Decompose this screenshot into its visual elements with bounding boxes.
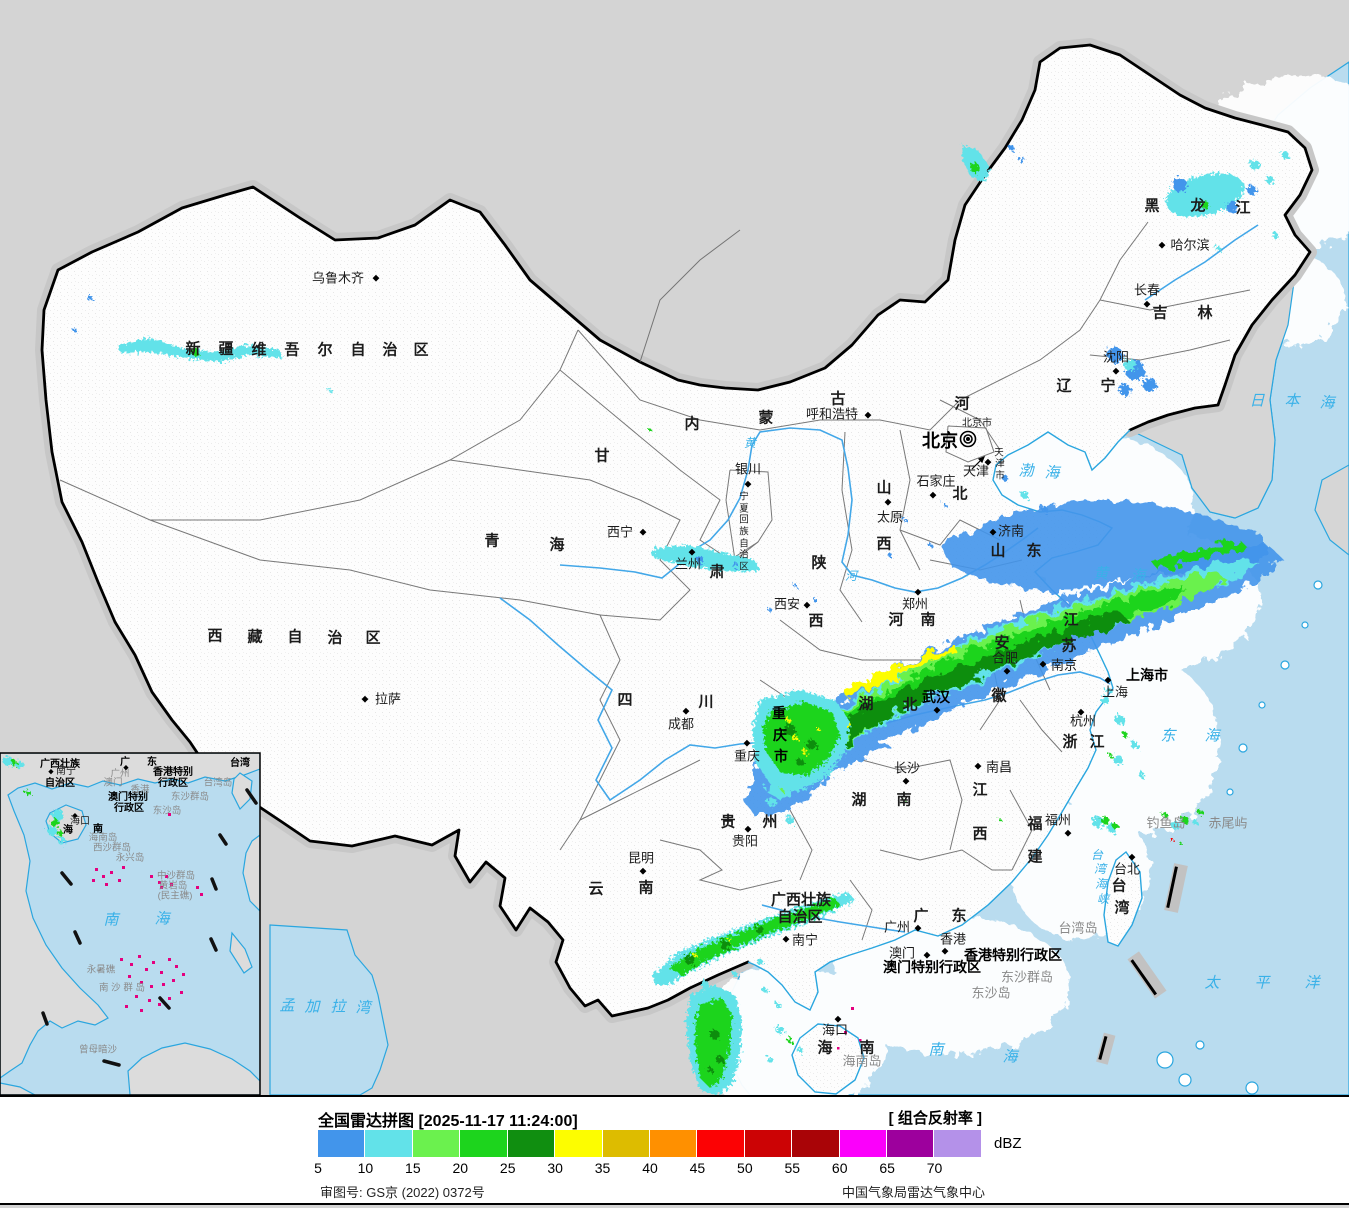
dbz-tick-label: 70 [926, 1160, 943, 1176]
dbz-color-swatch [460, 1130, 507, 1157]
japan-landmass [1314, 464, 1349, 556]
ryukyu-islands [1156, 580, 1323, 1095]
dbz-tick-label: 50 [737, 1160, 753, 1176]
dbz-tick-label: 40 [642, 1160, 658, 1176]
product-label: [ 组合反射率 ] [888, 1110, 982, 1127]
dbz-color-swatch [792, 1130, 839, 1157]
dbz-tick-label: 45 [689, 1160, 706, 1176]
dbz-unit-label: dBZ [994, 1135, 1022, 1152]
inset-reef-marks [92, 813, 203, 1012]
map-canvas [0, 38, 1349, 1095]
beijing-capital-icon [959, 430, 977, 448]
dbz-color-swatch [602, 1130, 649, 1157]
china-coastline [747, 429, 1131, 1011]
radar-echoes [73, 145, 1289, 1095]
china-landmass [42, 45, 1312, 1016]
south-china-sea-inset [0, 752, 261, 1095]
nine-dash-line [1096, 863, 1188, 1065]
dbz-color-swatch [365, 1130, 412, 1157]
dbz-color-swatch [887, 1130, 934, 1157]
national-border [40, 43, 1314, 1018]
dbz-tick-label: 35 [594, 1160, 611, 1176]
hainan-island [791, 1023, 865, 1095]
dbz-tick-label: 65 [879, 1160, 895, 1176]
dbz-tick-label: 10 [357, 1160, 374, 1176]
inset-nine-dash [41, 788, 258, 1067]
dbz-tick-label: 5 [314, 1160, 322, 1176]
dbz-color-swatch [839, 1130, 887, 1157]
dbz-color-swatch [649, 1130, 697, 1157]
tianjin-pointer-arrow [971, 455, 986, 470]
dbz-color-swatch [412, 1130, 460, 1157]
legend-panel: 全国雷达拼图 [2025-11-17 11:24:00] [ 组合反射率 ] 5… [0, 1095, 1349, 1205]
dbz-tick-label: 60 [831, 1160, 848, 1176]
agency-credit: 中国气象局雷达气象中心 [841, 1185, 985, 1200]
inset-border [0, 752, 261, 1095]
dbz-tick-label: 25 [499, 1160, 516, 1176]
dbz-color-swatch [507, 1130, 555, 1157]
dbz-tick-label: 55 [784, 1160, 801, 1176]
dbz-ticks: 5 10 15 20 25 30 35 40 45 50 55 60 65 70 [314, 1160, 1018, 1176]
sea-bengal [269, 924, 389, 1095]
map-approval-number: 审图号: GS京 (2022) 0372号 [320, 1185, 485, 1200]
dbz-colorbar [318, 1130, 982, 1157]
dbz-color-swatch [934, 1130, 981, 1157]
dbz-tick-label: 30 [547, 1160, 563, 1176]
reef-marks-main [837, 1007, 862, 1050]
dbz-color-swatch [318, 1130, 365, 1157]
taiwan-island [1103, 850, 1143, 947]
map-title: 全国雷达拼图 [2025-11-17 11:24:00] [318, 1113, 578, 1130]
radar-map: 黑龙江吉林辽宁内蒙古河北山西山东陕西河南江苏安徽湖北湖南江西浙江福建台湾广东海南… [0, 38, 1349, 1095]
dbz-color-swatch [555, 1130, 602, 1157]
dbz-color-swatch [744, 1130, 792, 1157]
dbz-tick-label: 15 [405, 1160, 421, 1176]
dbz-color-swatch [697, 1130, 744, 1157]
dbz-tick-label: 20 [452, 1160, 469, 1176]
